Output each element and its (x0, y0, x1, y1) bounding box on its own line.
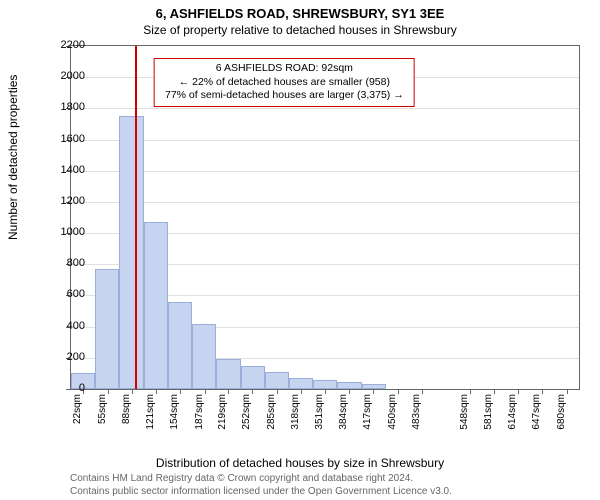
x-tick-label: 219sqm (217, 394, 228, 430)
x-tick-label: 548sqm (459, 394, 470, 430)
x-tick-label: 252sqm (241, 394, 252, 430)
x-tick-label: 581sqm (483, 394, 494, 430)
x-tick (325, 389, 326, 394)
footer-line2: Contains public sector information licen… (70, 486, 452, 499)
x-tick (252, 389, 253, 394)
y-axis-label: Number of detached properties (6, 75, 20, 240)
y-tick-label: 2200 (61, 39, 85, 51)
x-tick-label: 614sqm (507, 394, 518, 430)
x-tick-label: 417sqm (362, 394, 373, 430)
histogram-bar (265, 372, 289, 389)
histogram-bar (337, 382, 361, 389)
page-title: 6, ASHFIELDS ROAD, SHREWSBURY, SY1 3EE (0, 6, 600, 21)
x-tick-label: 384sqm (338, 394, 349, 430)
x-tick-label: 88sqm (121, 394, 132, 424)
footer-attribution: Contains HM Land Registry data © Crown c… (70, 473, 452, 498)
x-tick (156, 389, 157, 394)
x-tick (542, 389, 543, 394)
gridline (71, 171, 579, 172)
x-tick-label: 351sqm (314, 394, 325, 430)
x-tick-label: 55sqm (97, 394, 108, 424)
reference-line (135, 46, 137, 389)
x-axis-label: Distribution of detached houses by size … (0, 456, 600, 470)
annotation-box: 6 ASHFIELDS ROAD: 92sqm← 22% of detached… (154, 58, 415, 107)
y-tick-label: 200 (67, 351, 85, 363)
y-tick-label: 800 (67, 257, 85, 269)
x-tick (422, 389, 423, 394)
x-tick-label: 187sqm (194, 394, 205, 430)
y-tick-label: 1000 (61, 226, 85, 238)
gridline (71, 108, 579, 109)
x-tick-label: 483sqm (411, 394, 422, 430)
x-tick (518, 389, 519, 394)
x-tick-label: 647sqm (531, 394, 542, 430)
histogram-bar (192, 324, 216, 389)
y-tick-label: 0 (79, 382, 85, 394)
annotation-line2: ← 22% of detached houses are smaller (95… (165, 76, 404, 90)
histogram-bar (313, 380, 337, 389)
histogram-bar (144, 222, 168, 389)
x-tick-label: 285sqm (266, 394, 277, 430)
annotation-line1: 6 ASHFIELDS ROAD: 92sqm (165, 62, 404, 76)
histogram-bar (241, 366, 265, 389)
y-tick-label: 1400 (61, 164, 85, 176)
y-tick-label: 1600 (61, 133, 85, 145)
gridline (71, 202, 579, 203)
y-tick-label: 2000 (61, 70, 85, 82)
y-tick-label: 1200 (61, 195, 85, 207)
histogram-bar (216, 359, 240, 389)
page-subtitle: Size of property relative to detached ho… (0, 23, 600, 37)
footer-line1: Contains HM Land Registry data © Crown c… (70, 473, 452, 486)
x-tick-label: 318sqm (290, 394, 301, 430)
x-tick (132, 389, 133, 394)
x-tick-label: 121sqm (145, 394, 156, 430)
y-tick-label: 600 (67, 288, 85, 300)
y-tick-label: 1800 (61, 101, 85, 113)
x-tick (373, 389, 374, 394)
x-tick-label: 22sqm (72, 394, 83, 424)
annotation-line3: 77% of semi-detached houses are larger (… (165, 89, 404, 103)
histogram-bar (95, 269, 119, 389)
x-tick (228, 389, 229, 394)
x-tick-label: 154sqm (169, 394, 180, 430)
histogram-bar (168, 302, 192, 389)
gridline (71, 140, 579, 141)
histogram-bar (119, 116, 143, 389)
chart-plot-area: 22sqm55sqm88sqm121sqm154sqm187sqm219sqm2… (70, 45, 580, 390)
x-tick-label: 680sqm (556, 394, 567, 430)
x-tick (180, 389, 181, 394)
y-tick-label: 400 (67, 320, 85, 332)
x-tick (349, 389, 350, 394)
y-tick (66, 389, 71, 390)
x-tick-label: 450sqm (387, 394, 398, 430)
histogram-bar (289, 378, 313, 389)
